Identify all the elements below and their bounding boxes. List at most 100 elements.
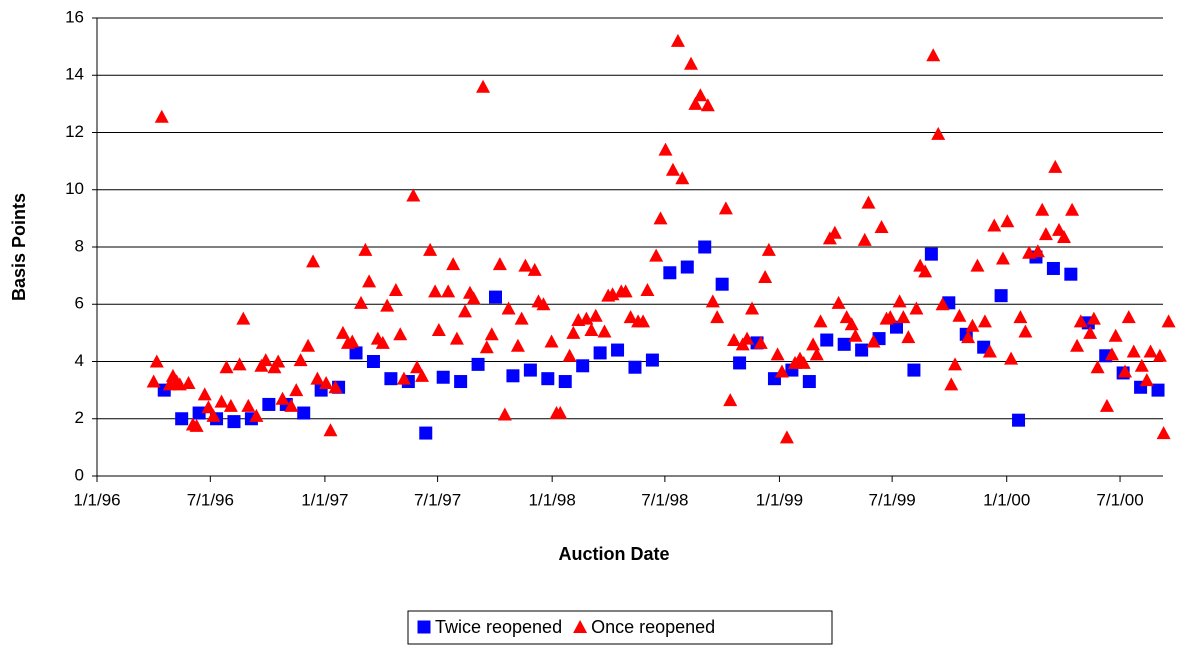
legend-label: Once reopened (591, 617, 715, 637)
triangle-marker (684, 56, 699, 70)
triangle-marker (354, 295, 369, 309)
y-tick-label: 8 (75, 236, 84, 255)
triangle-marker (670, 33, 685, 47)
triangle-marker (415, 368, 430, 382)
triangle-marker (1152, 348, 1167, 362)
y-tick-label: 14 (65, 65, 84, 84)
triangle-marker (935, 297, 950, 311)
square-marker (663, 266, 677, 280)
triangle-marker (965, 318, 980, 332)
legend-label: Twice reopened (435, 617, 562, 637)
square-marker (855, 343, 869, 357)
square-marker (454, 375, 468, 389)
x-tick-label: 1/1/96 (73, 490, 120, 509)
square-marker (802, 375, 816, 389)
square-marker (837, 337, 851, 351)
triangle-marker (449, 331, 464, 345)
triangle-marker (1048, 159, 1063, 173)
triangle-marker (844, 317, 859, 331)
triangle-marker (527, 262, 542, 276)
triangle-marker (189, 418, 204, 432)
square-marker (576, 359, 590, 373)
triangle-marker (301, 338, 316, 352)
triangle-marker (700, 98, 715, 112)
triangle-marker (987, 218, 1002, 232)
triangle-marker (866, 334, 881, 348)
triangle-marker (484, 327, 499, 341)
triangle-marker (774, 364, 789, 378)
triangle-marker (1104, 347, 1119, 361)
triangle-marker (723, 393, 738, 407)
triangle-marker (1004, 351, 1019, 365)
square-marker (715, 277, 729, 291)
square-marker (907, 363, 921, 377)
y-tick-label: 16 (65, 7, 84, 26)
triangle-marker (271, 354, 286, 368)
triangle-marker (423, 242, 438, 256)
y-tick-label: 2 (75, 408, 84, 427)
triangle-marker (693, 88, 708, 102)
triangle-marker (457, 304, 472, 318)
x-tick-label: 7/1/99 (869, 490, 916, 509)
square-marker (489, 290, 503, 304)
triangle-marker (1035, 202, 1050, 216)
triangle-marker (388, 282, 403, 296)
triangle-marker (154, 109, 169, 123)
triangle-marker (770, 347, 785, 361)
x-tick-label: 7/1/00 (1096, 490, 1143, 509)
triangle-marker (1118, 364, 1133, 378)
triangle-marker (241, 398, 256, 412)
triangle-marker (740, 331, 755, 345)
triangle-marker (197, 387, 212, 401)
triangle-marker (362, 274, 377, 288)
square-marker (698, 240, 712, 254)
triangle-marker (1056, 229, 1071, 243)
y-tick-label: 6 (75, 294, 84, 313)
triangle-marker (328, 380, 343, 394)
triangle-marker (1086, 311, 1101, 325)
triangle-marker (901, 330, 916, 344)
triangle-marker (258, 353, 273, 367)
triangle-marker (466, 291, 481, 305)
square-marker (924, 247, 938, 261)
triangle-marker (236, 311, 251, 325)
triangle-marker (653, 211, 668, 225)
square-marker (175, 412, 189, 426)
square-marker (506, 369, 520, 383)
triangle-marker (896, 310, 911, 324)
square-marker (680, 260, 694, 274)
triangle-marker (597, 324, 612, 338)
triangle-marker (206, 408, 221, 422)
square-marker (384, 372, 398, 386)
triangle-marker (335, 325, 350, 339)
triangle-marker (441, 284, 456, 298)
square-marker (994, 289, 1008, 303)
square-marker (297, 406, 311, 420)
square-marker (628, 360, 642, 374)
triangle-marker (1126, 344, 1141, 358)
triangle-marker (544, 334, 559, 348)
triangle-marker (809, 347, 824, 361)
triangle-marker (518, 258, 533, 272)
square-marker (349, 346, 363, 360)
triangle-marker (926, 48, 941, 62)
x-tick-label: 7/1/97 (414, 490, 461, 509)
triangle-marker (618, 284, 633, 298)
triangle-marker (948, 357, 963, 371)
triangle-marker (181, 375, 196, 389)
triangle-marker (726, 333, 741, 347)
triangle-marker (573, 620, 588, 633)
triangle-marker (306, 254, 321, 268)
triangle-marker (1121, 310, 1136, 324)
triangle-marker (232, 357, 247, 371)
triangle-marker (380, 298, 395, 312)
y-tick-label: 0 (75, 465, 84, 484)
x-tick-label: 1/1/97 (301, 490, 348, 509)
triangle-marker (1073, 314, 1088, 328)
triangle-marker (796, 355, 811, 369)
square-marker (890, 320, 903, 334)
triangle-marker (1083, 325, 1098, 339)
triangle-marker (1052, 222, 1067, 236)
triangle-marker (510, 338, 525, 352)
triangle-marker (1070, 338, 1085, 352)
